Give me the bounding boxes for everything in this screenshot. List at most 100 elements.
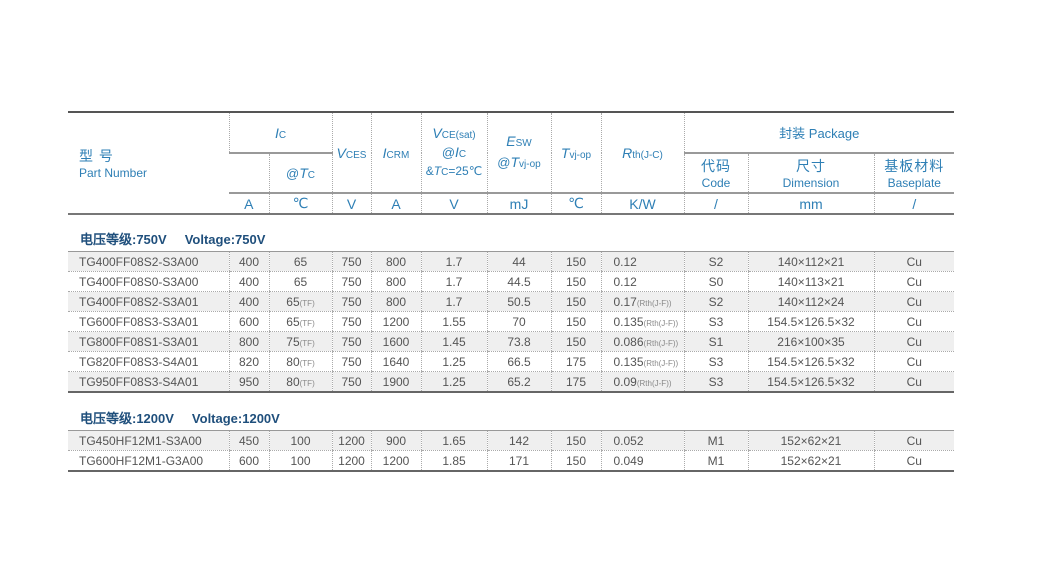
dim-value: 154.5×126.5×32 (767, 354, 855, 369)
tc-value: 100 (290, 433, 311, 448)
icrm-value: 900 (385, 433, 407, 448)
tc-note: (TF) (299, 358, 315, 368)
cell-tc: 65 (268, 251, 332, 272)
base-unit: / (873, 192, 955, 214)
cell-tc: 65(TF) (268, 311, 332, 332)
code-value: S0 (708, 274, 724, 289)
cell-base: Cu (873, 271, 954, 292)
icrm-unit: A (370, 192, 421, 214)
ic-value: 400 (238, 274, 260, 289)
header-tc: @TC (268, 152, 332, 193)
cell-icrm: 1640 (370, 351, 421, 372)
vces-value: 750 (341, 294, 362, 309)
tvj-symbol: T (560, 144, 570, 161)
header-package: 封装 Package (683, 112, 955, 153)
table-header: 型 号 Part Number IC VCES ICRM VCE(sat) @IC… (68, 111, 955, 215)
vces-unit: V (331, 192, 371, 214)
table-row: TG450HF12M1-S3A00 450 100 1200 900 1.65 142 150… (68, 430, 954, 451)
cell-esw: 171 (486, 450, 551, 471)
tvj-value: 150 (565, 453, 587, 468)
cell-tc: 100 (268, 430, 332, 451)
cell-tvj: 175 (550, 351, 601, 372)
code-value: S2 (708, 254, 724, 269)
part-value: TG600FF08S3-S3A01 (79, 314, 199, 329)
vcesat-unit: V (420, 192, 487, 214)
cell-code: S2 (683, 251, 748, 272)
header-tvj: Tvj-op (550, 112, 601, 193)
cell-ic: 450 (228, 430, 269, 451)
cell-rth: 0.12 (600, 271, 684, 292)
dim-cn: 尺寸 (796, 158, 826, 174)
cell-code: S1 (683, 331, 748, 352)
part-value: TG450HF12M1-S3A00 (79, 433, 202, 448)
cell-dim: 152×62×21 (747, 450, 874, 471)
icrm-symbol: I (382, 144, 387, 161)
vcesat-value: 1.25 (442, 374, 466, 389)
rth-unit: K/W (600, 192, 684, 214)
base-value: Cu (906, 433, 922, 448)
cell-vces: 750 (331, 271, 371, 292)
dim-en: Dimension (782, 176, 840, 190)
rth-note: (Rth(J-F)) (636, 298, 672, 308)
cell-rth: 0.086(Rth(J-F)) (600, 331, 684, 352)
tc-note: (TF) (299, 318, 315, 328)
rth-note: (Rth(J-F)) (636, 378, 672, 388)
cell-vces: 1200 (331, 450, 371, 471)
rth-symbol: R (622, 144, 633, 161)
esw-value: 65.2 (507, 374, 531, 389)
tc-value: 100 (290, 453, 311, 468)
code-value: S2 (708, 294, 724, 309)
dim-value: 152×62×21 (780, 433, 842, 448)
vcesat-tc-sub: C (441, 166, 449, 178)
tvj-value: 150 (565, 274, 587, 289)
dim-value: 216×100×35 (777, 334, 845, 349)
table-row: TG800FF08S1-S3A01 800 75(TF) 750 1600 1.45 73.… (68, 331, 954, 352)
cell-vces: 750 (331, 331, 371, 352)
rth-value: 0.12 (613, 274, 637, 289)
cell-ic: 400 (228, 251, 269, 272)
vcesat-value: 1.45 (442, 334, 466, 349)
table-row: TG820FF08S3-S4A01 820 80(TF) 750 1640 1.25 66.… (68, 351, 954, 372)
ic-value: 950 (238, 374, 260, 389)
cell-esw: 65.2 (486, 371, 551, 392)
cell-esw: 50.5 (486, 291, 551, 312)
tc-value: 75 (286, 334, 300, 349)
cell-code: S3 (683, 351, 748, 372)
base-value: Cu (906, 354, 922, 369)
tc-value: 65 (286, 294, 300, 309)
vcesat-at: @ (441, 144, 456, 160)
rth-value: 0.135 (613, 354, 644, 369)
rth-value: 0.17 (613, 294, 637, 309)
vces-value: 750 (341, 374, 362, 389)
part-value: TG600HF12M1-G3A00 (79, 453, 204, 468)
esw-value: 73.8 (507, 334, 531, 349)
vcesat-value: 1.7 (445, 294, 463, 309)
cell-rth: 0.135(Rth(J-F)) (600, 311, 684, 332)
ic-value: 600 (238, 314, 260, 329)
table-row: TG400FF08S2-S3A01 400 65(TF) 750 800 1.7 50.5 1… (68, 291, 954, 312)
vcesat-amp: & (425, 163, 434, 178)
cell-dim: 140×113×21 (747, 271, 874, 292)
icrm-value: 1640 (382, 354, 410, 369)
header-icrm: ICRM (370, 112, 421, 193)
base-value: Cu (906, 314, 922, 329)
cell-base: Cu (873, 450, 954, 471)
table-row: TG400FF08S2-S3A00 400 65 750 800 1.7 44 150 0.12… (68, 251, 954, 272)
base-value: Cu (906, 274, 922, 289)
dim-value: 154.5×126.5×32 (767, 314, 855, 329)
tc-value: 65 (286, 314, 300, 329)
cell-ic: 600 (228, 450, 269, 471)
cell-tc: 65(TF) (268, 291, 332, 312)
base-value: Cu (906, 334, 922, 349)
cell-ic: 800 (228, 331, 269, 352)
part-value: TG950FF08S3-S4A01 (79, 374, 199, 389)
tvj-value: 175 (565, 354, 587, 369)
vces-symbol: V (336, 144, 346, 161)
vcesat-ic: I (455, 143, 459, 160)
vcesat-value: 1.25 (442, 354, 466, 369)
cell-vcesat: 1.85 (420, 450, 487, 471)
tc-unit: ℃ (268, 192, 332, 214)
cell-icrm: 1600 (370, 331, 421, 352)
cell-ic: 950 (228, 371, 269, 392)
ic-value: 820 (238, 354, 260, 369)
